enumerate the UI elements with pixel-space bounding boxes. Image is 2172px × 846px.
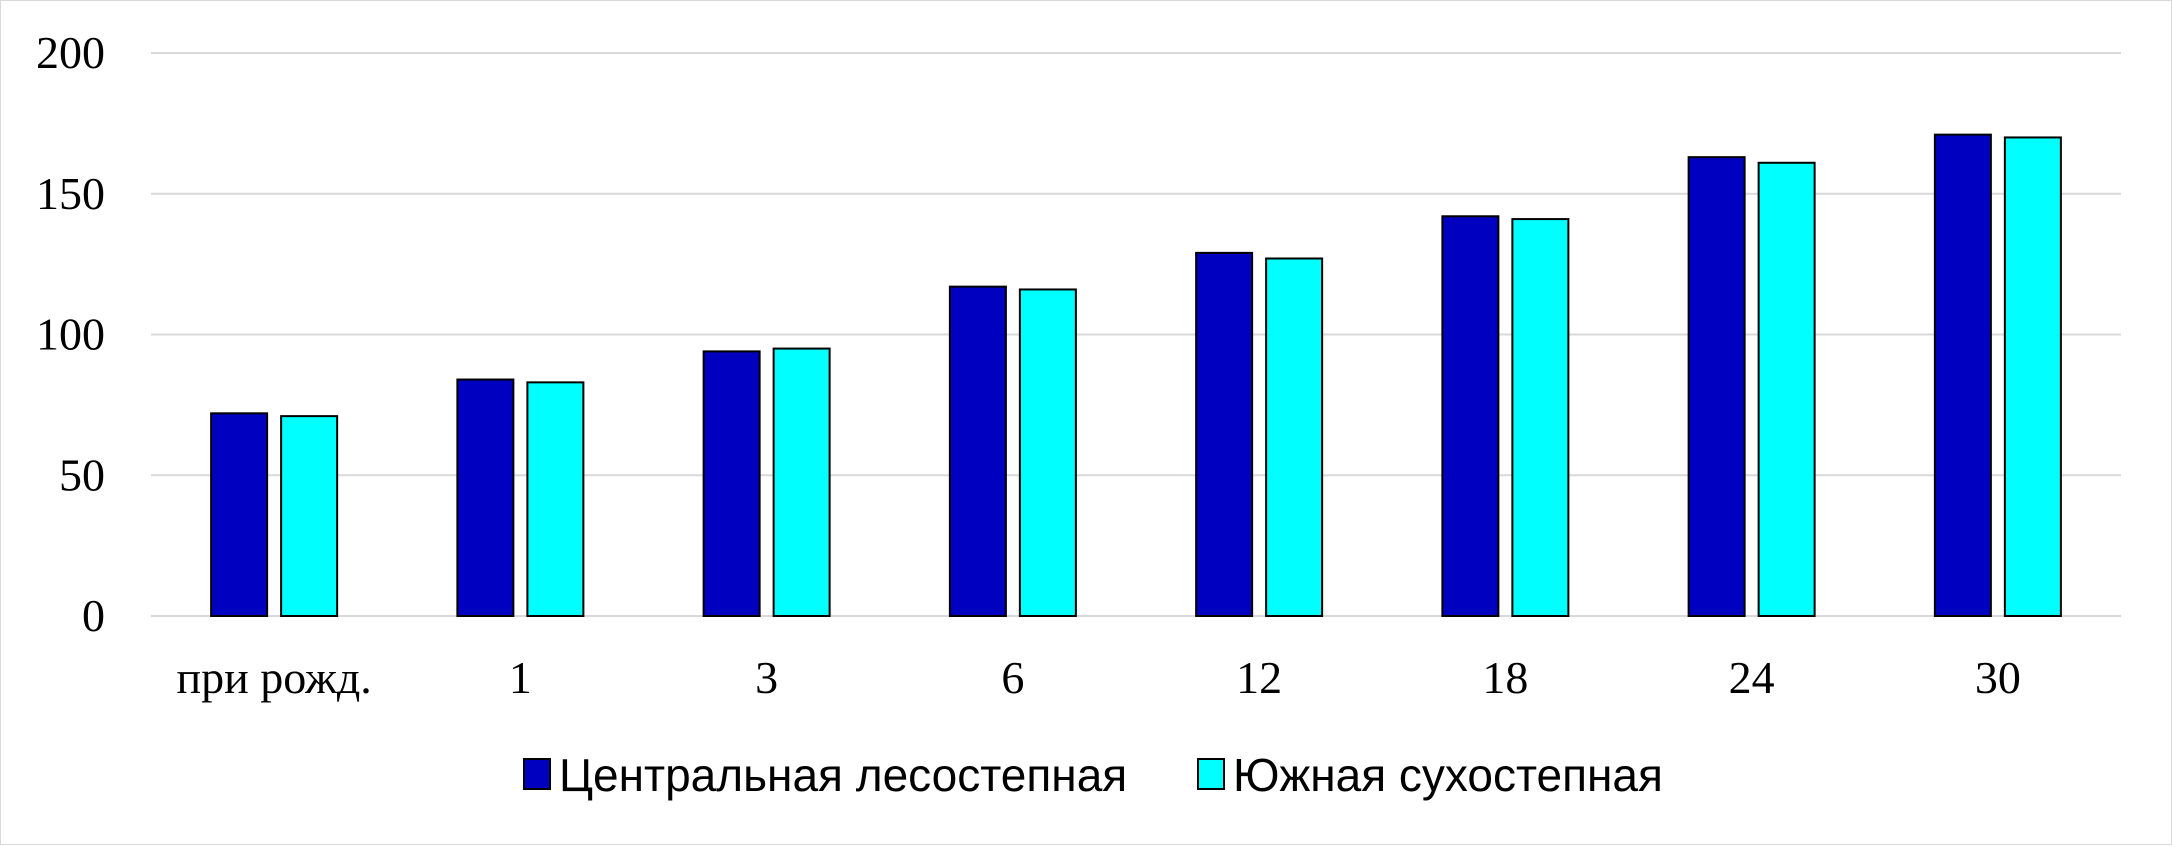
bar-central-1	[456, 378, 515, 618]
bar-south-2	[772, 347, 831, 617]
bar-south-3	[1018, 288, 1077, 617]
bar-south-6	[1757, 161, 1816, 617]
bars	[210, 133, 2062, 618]
y-tick-label: 0	[82, 590, 105, 641]
x-tick-label: 24	[1729, 652, 1775, 703]
bar-central-2	[702, 350, 761, 617]
bar-central-7	[1933, 133, 1992, 617]
bar-south-0	[280, 415, 339, 618]
bar-central-3	[948, 285, 1007, 617]
bar-south-7	[2003, 136, 2062, 617]
bar-central-5	[1441, 215, 1500, 618]
legend-label-central: Центральная лесостепная	[559, 749, 1127, 801]
y-tick-label: 100	[36, 309, 105, 360]
legend-swatch-central	[523, 758, 551, 790]
x-tick-label: 12	[1236, 652, 1282, 703]
x-tick-label: 18	[1482, 652, 1528, 703]
bar-south-1	[526, 381, 585, 618]
x-tick-label: 1	[509, 652, 532, 703]
legend-swatch-south	[1197, 758, 1225, 790]
y-tick-label: 150	[36, 168, 105, 219]
y-axis-ticks: 0 50 100 150 200	[36, 27, 105, 641]
bar-central-6	[1687, 156, 1746, 617]
y-tick-label: 50	[59, 449, 105, 500]
bar-south-4	[1265, 257, 1324, 617]
legend-label-south: Южная сухостепная	[1233, 749, 1663, 801]
x-tick-label: 30	[1975, 652, 2021, 703]
y-tick-label: 200	[36, 27, 105, 78]
gridlines	[151, 52, 2121, 617]
x-tick-label: 6	[1001, 652, 1024, 703]
x-tick-label: 3	[755, 652, 778, 703]
x-axis-ticks: при рожд. 1 3 6 12 18 24 30	[176, 652, 2020, 703]
bar-central-4	[1195, 251, 1254, 618]
bar-central-0	[210, 412, 269, 617]
x-tick-label: при рожд.	[176, 652, 371, 703]
legend: Центральная лесостепная Южная сухостепна…	[523, 749, 1663, 801]
bar-south-5	[1511, 218, 1570, 618]
